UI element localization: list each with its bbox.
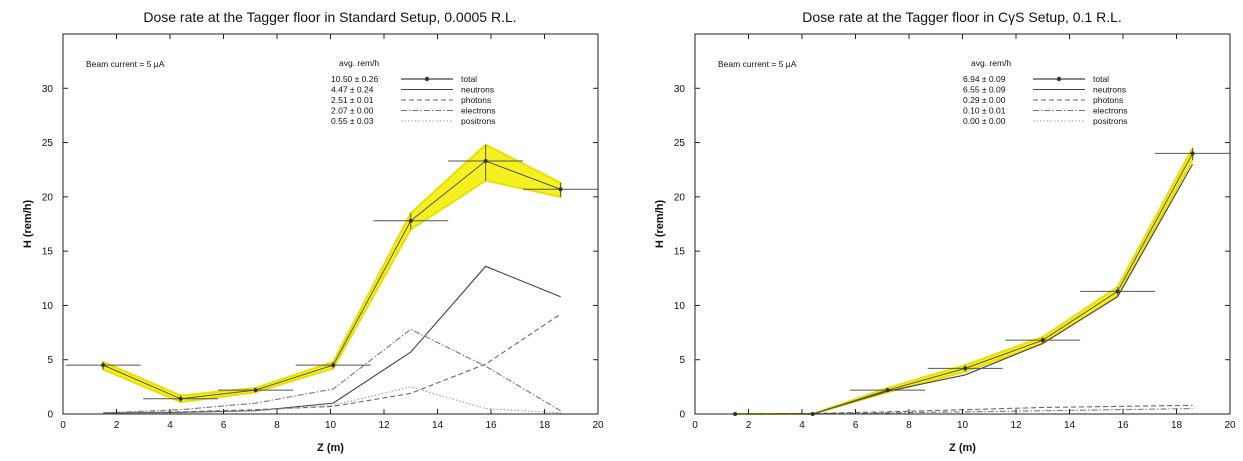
y-tick-label: 15 [42, 247, 54, 258]
x-tick-label: 0 [692, 420, 698, 431]
legend-label-photons: photons [461, 95, 491, 105]
total-point [1190, 151, 1195, 156]
x-tick-label: 18 [539, 420, 551, 431]
x-tick-label: 10 [957, 420, 969, 431]
x-axis-label: Z (m) [949, 442, 976, 454]
y-axis-label: H (rem/h) [654, 200, 666, 249]
total-point [253, 388, 258, 393]
x-tick-label: 0 [60, 420, 66, 431]
y-tick-label: 25 [42, 138, 54, 149]
legend-label-neutrons: neutrons [461, 85, 494, 95]
legend-label-electrons: electrons [461, 106, 496, 116]
series-line-neutrons [812, 164, 1194, 415]
chart-cgs-setup: Dose rate at the Tagger floor in CγS Set… [654, 9, 1236, 454]
legend-label-photons: photons [1093, 95, 1123, 105]
legend-avg-value: 0.29 ± 0.00 [963, 95, 1006, 105]
chart-title: Dose rate at the Tagger floor in CγS Set… [802, 9, 1122, 25]
y-tick-label: 30 [674, 84, 686, 95]
legend-avg-value: 6.55 ± 0.09 [963, 85, 1006, 95]
beam-current-annotation: Beam current = 5 μA [718, 59, 797, 69]
chart-standard-setup: Dose rate at the Tagger floor in Standar… [22, 9, 604, 454]
x-tick-label: 20 [592, 420, 604, 431]
x-tick-label: 4 [167, 420, 173, 431]
y-tick-label: 30 [42, 84, 54, 95]
legend-avg-value: 6.94 ± 0.09 [963, 74, 1006, 84]
x-tick-label: 16 [485, 420, 497, 431]
y-tick-label: 10 [42, 301, 54, 312]
total-point [483, 159, 488, 164]
total-point [1040, 338, 1045, 343]
x-tick-label: 2 [746, 420, 752, 431]
legend-marker-total [424, 76, 430, 82]
y-tick-label: 0 [679, 410, 685, 421]
x-tick-label: 2 [114, 420, 120, 431]
y-tick-label: 15 [674, 247, 686, 258]
legend-avg-value: 0.00 ± 0.00 [963, 116, 1006, 126]
x-tick-label: 8 [906, 420, 912, 431]
legend-label-electrons: electrons [1093, 106, 1128, 116]
total-point [408, 218, 413, 223]
y-tick-label: 5 [47, 355, 53, 366]
y-tick-label: 20 [674, 192, 686, 203]
beam-current-annotation: Beam current = 5 μA [86, 59, 165, 69]
total-point [101, 363, 106, 368]
x-tick-label: 18 [1171, 420, 1183, 431]
total-point [1115, 289, 1120, 294]
legend-avg-value: 2.07 ± 0.00 [331, 106, 374, 116]
legend-header: avg. rem/h [339, 58, 379, 68]
series-line-positrons [103, 386, 561, 415]
legend-avg-value: 2.51 ± 0.01 [331, 95, 374, 105]
y-tick-label: 10 [674, 301, 686, 312]
series-line-electrons [103, 328, 561, 414]
y-axis-label: H (rem/h) [22, 200, 34, 249]
legend-label-positrons: positrons [461, 116, 496, 126]
x-tick-label: 10 [325, 420, 337, 431]
y-tick-label: 5 [679, 355, 685, 366]
total-point [331, 363, 336, 368]
x-tick-label: 6 [853, 420, 859, 431]
legend-label-neutrons: neutrons [1093, 85, 1126, 95]
legend-label-total: total [1093, 74, 1109, 84]
total-uncertainty-band [735, 147, 1194, 415]
x-tick-label: 20 [1224, 420, 1236, 431]
x-tick-label: 6 [221, 420, 227, 431]
y-tick-label: 0 [47, 410, 53, 421]
x-axis-label: Z (m) [317, 442, 344, 454]
total-uncertainty-band [102, 143, 562, 404]
total-point [558, 187, 563, 192]
x-tick-label: 12 [378, 420, 390, 431]
legend-header: avg. rem/h [971, 58, 1011, 68]
legend-avg-value: 0.55 ± 0.03 [331, 116, 374, 126]
x-tick-label: 14 [432, 420, 444, 431]
legend-label-total: total [461, 74, 477, 84]
total-point [178, 396, 183, 401]
legend-avg-value: 0.10 ± 0.01 [963, 106, 1006, 116]
x-tick-label: 16 [1117, 420, 1129, 431]
x-tick-label: 8 [274, 420, 280, 431]
x-tick-label: 4 [799, 420, 805, 431]
legend-avg-value: 10.50 ± 0.26 [331, 74, 378, 84]
legend-avg-value: 4.47 ± 0.24 [331, 85, 374, 95]
y-tick-label: 25 [674, 138, 686, 149]
x-tick-label: 14 [1064, 420, 1076, 431]
chart-title: Dose rate at the Tagger floor in Standar… [143, 9, 516, 25]
legend-marker-total [1056, 76, 1062, 82]
x-tick-label: 12 [1010, 420, 1022, 431]
total-point [885, 388, 890, 393]
y-tick-label: 20 [42, 192, 54, 203]
total-point [963, 366, 968, 371]
legend-label-positrons: positrons [1093, 116, 1128, 126]
